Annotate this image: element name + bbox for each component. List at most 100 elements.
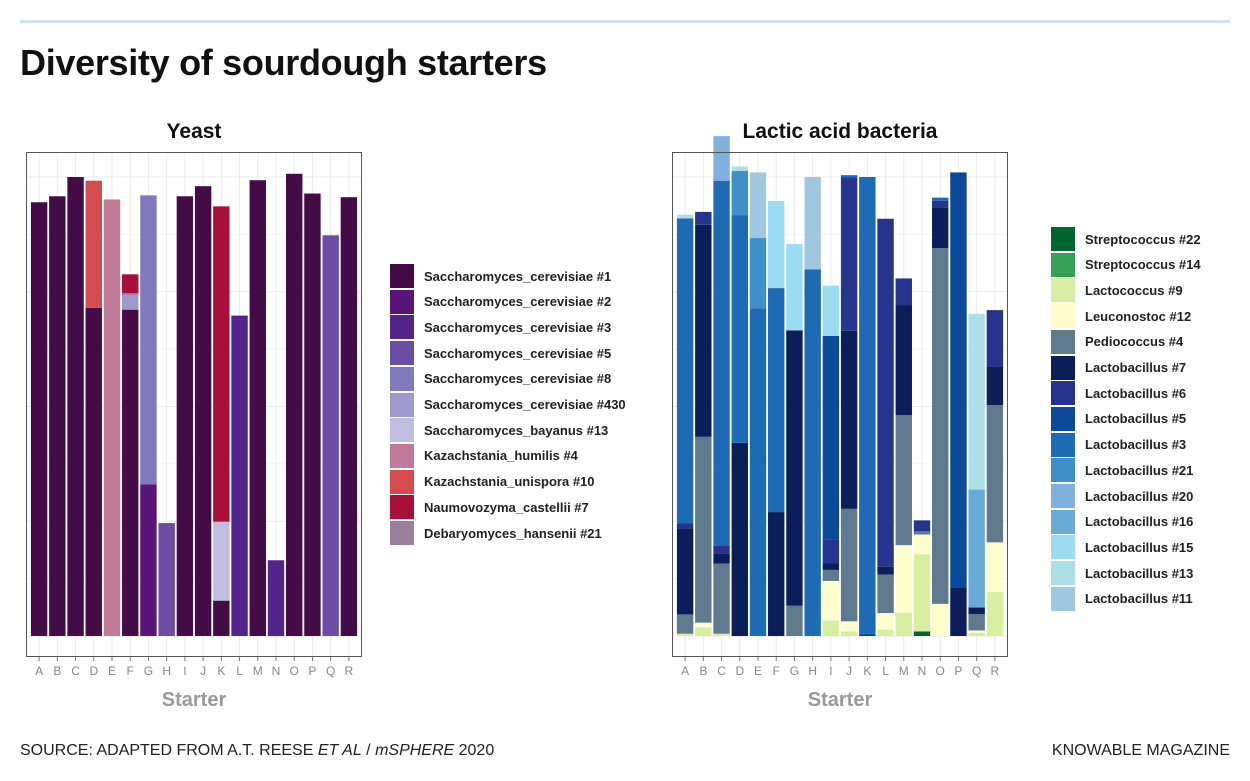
bacteria-bar-segment — [986, 542, 1004, 592]
bacteria-bar-segment — [840, 177, 858, 331]
yeast-legend-label: Naumovozyma_castellii #7 — [424, 499, 589, 515]
yeast-x-axis-label: Starter — [162, 689, 227, 711]
bacteria-legend-swatch — [1051, 509, 1075, 534]
yeast-x-tick-label: O — [290, 664, 299, 678]
bacteria-legend-swatch — [1051, 458, 1075, 483]
bacteria-chart-title: Lactic acid bacteria — [742, 120, 938, 143]
yeast-legend-label: Saccharomyces_bayanus #13 — [424, 422, 609, 438]
bacteria-legend-item: Lactobacillus #5 — [1051, 406, 1186, 431]
bacteria-legend-item: Lactococcus #9 — [1051, 278, 1183, 303]
bacteria-legend-item: Pediococcus #4 — [1051, 329, 1183, 354]
bacteria-bar-segment — [895, 278, 912, 306]
bacteria-bar-segment — [749, 238, 767, 309]
bacteria-legend-item: Lactobacillus #21 — [1051, 458, 1194, 483]
publisher-credit: KNOWABLE MAGAZINE — [1051, 742, 1230, 759]
bacteria-legend-swatch — [1051, 561, 1075, 586]
yeast-legend-label: Saccharomyces_cerevisiae #5 — [424, 345, 612, 361]
bacteria-bar-segment — [932, 248, 949, 604]
bacteria-x-tick-label: G — [790, 664, 799, 678]
yeast-bar-segment — [340, 197, 358, 636]
yeast-plot-border — [26, 152, 362, 657]
bacteria-legend-item: Leuconostoc #12 — [1051, 304, 1191, 329]
bacteria-legend-label: Lactobacillus #11 — [1085, 591, 1193, 607]
bacteria-bar-segment — [895, 613, 912, 636]
bacteria-bar-segment — [695, 224, 712, 437]
bacteria-bar-segment — [840, 508, 858, 622]
bacteria-bar-segment — [822, 335, 840, 540]
bacteria-bar-segment — [713, 553, 730, 564]
bacteria-bar-segment — [768, 288, 785, 513]
bacteria-legend-label: Streptococcus #22 — [1085, 231, 1201, 247]
yeast-legend-swatch — [390, 392, 414, 417]
source-authors: ET AL — [317, 742, 362, 759]
yeast-legend-label: Saccharomyces_cerevisiae #3 — [424, 319, 612, 335]
bacteria-x-tick-label: P — [954, 664, 962, 678]
bacteria-bar-segment — [877, 574, 894, 614]
bacteria-legend-label: Lactobacillus #21 — [1085, 462, 1194, 478]
bacteria-legend-label: Streptococcus #14 — [1085, 257, 1201, 273]
yeast-legend-item: Saccharomyces_cerevisiae #3 — [390, 315, 612, 340]
yeast-bar-segment — [213, 521, 230, 601]
yeast-bar-segment — [249, 180, 266, 636]
bacteria-bar-segment — [713, 136, 730, 181]
bacteria-x-tick-label: N — [918, 664, 927, 678]
bacteria-x-axis-label: Starter — [808, 689, 873, 711]
bacteria-bar-segment — [749, 172, 767, 239]
bacteria-bar-segment — [713, 563, 730, 634]
yeast-legend-swatch — [390, 495, 414, 520]
bacteria-bar-segment — [695, 627, 712, 636]
bacteria-bar-segment — [695, 436, 712, 623]
bacteria-bar-segment — [932, 603, 949, 636]
yeast-x-tick-label: J — [200, 664, 206, 678]
yeast-legend-swatch — [390, 366, 414, 391]
bacteria-bar-segment — [895, 305, 912, 416]
bacteria-x-tick-label: Q — [972, 664, 981, 678]
yeast-legend-item: Saccharomyces_cerevisiae #1 — [390, 264, 611, 288]
yeast-legend-swatch — [390, 469, 414, 494]
bacteria-bar-segment — [676, 214, 694, 219]
yeast-x-tick-label: E — [108, 664, 116, 678]
bacteria-legend-swatch — [1051, 381, 1075, 406]
bacteria-bar-segment — [968, 630, 985, 633]
bacteria-bar-segment — [986, 366, 1004, 406]
bacteria-bar-segment — [895, 545, 912, 614]
source-journal: mSPHERE — [375, 742, 455, 759]
bacteria-bar-segment — [713, 633, 730, 636]
yeast-legend-swatch — [390, 418, 414, 443]
yeast-legend-swatch — [390, 289, 414, 314]
yeast-bar-segment — [304, 193, 321, 636]
yeast-bar-segment — [176, 196, 194, 636]
bacteria-legend-item: Streptococcus #14 — [1051, 252, 1201, 277]
yeast-chart-title: Yeast — [166, 120, 222, 143]
yeast-legend-item: Saccharomyces_cerevisiae #8 — [390, 366, 611, 391]
bacteria-bar-segment — [822, 580, 840, 621]
bacteria-bar-segment — [822, 285, 840, 336]
bacteria-x-tick-label: M — [899, 664, 909, 678]
yeast-x-tick-label: N — [272, 664, 281, 678]
bacteria-legend-item: Lactobacillus #13 — [1051, 561, 1193, 586]
bacteria-x-tick-label: A — [681, 664, 689, 678]
bacteria-bar-segment — [932, 197, 949, 201]
bacteria-x-tick-label: L — [882, 664, 889, 678]
yeast-legend-label: Debaryomyces_hansenii #21 — [424, 525, 602, 541]
bacteria-bar-segment — [840, 175, 858, 178]
yeast-legend-item: Kazachstania_unispora #10 — [390, 469, 595, 494]
bacteria-bar-segment — [804, 269, 821, 636]
bacteria-bar-segment — [840, 330, 858, 509]
yeast-x-tick-label: B — [53, 664, 61, 678]
bacteria-bar-segment — [749, 308, 767, 636]
bacteria-legend-label: Lactobacillus #20 — [1085, 488, 1194, 504]
bacteria-bar-segment — [932, 200, 949, 208]
yeast-bar-segment — [194, 186, 212, 636]
yeast-legend-item: Saccharomyces_cerevisiae #5 — [390, 341, 612, 366]
yeast-bar-segment — [103, 199, 121, 637]
bacteria-bar-segment — [822, 563, 840, 570]
bacteria-bar-segment — [877, 629, 894, 636]
source-separator: / — [361, 742, 376, 759]
bacteria-bar-segment — [731, 442, 748, 636]
yeast-bar-segment — [322, 235, 339, 637]
bacteria-legend-item: Lactobacillus #20 — [1051, 484, 1193, 508]
bacteria-bar-segment — [713, 545, 730, 554]
yeast-x-tick-label: M — [253, 664, 263, 678]
